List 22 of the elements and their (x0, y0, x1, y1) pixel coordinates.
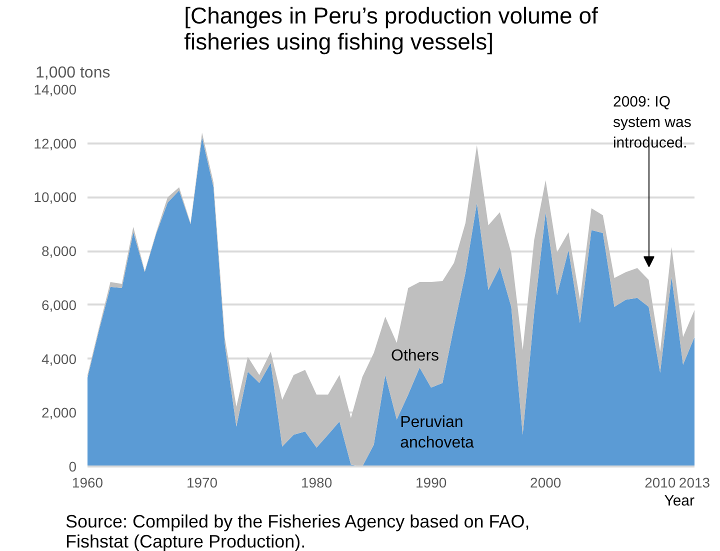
y-tick-label: 14,000 (34, 82, 77, 98)
y-axis-title: 1,000 tons (36, 64, 110, 82)
x-tick-label: 1960 (72, 474, 104, 490)
source-note: Source: Compiled by the Fisheries Agency based on FAO, Fishstat (Capture Production). (66, 512, 530, 551)
x-tick-label: 1990 (416, 474, 447, 490)
y-tick-label: 4,000 (41, 350, 77, 367)
y-tick-label: 10,000 (34, 189, 77, 206)
y-tick-label: 2,000 (41, 404, 77, 421)
x-tick-label: 1980 (300, 474, 332, 490)
chart-title: [Changes in Peru’s production volume of fisheries using fishing vessels] (184, 2, 599, 54)
y-tick-label: 0 (68, 458, 77, 474)
x-tick-label: 2010 (644, 474, 676, 490)
x-tick-label: 2013 (678, 474, 710, 490)
x-axis-title: Year (664, 492, 695, 510)
y-tick-label: 8,000 (41, 243, 77, 260)
y-tick-label: 6,000 (41, 296, 77, 313)
annotation: 2009: IQ system was introduced. (612, 94, 692, 152)
y-tick-label: 12,000 (34, 135, 77, 152)
x-tick-label: 2000 (530, 474, 562, 490)
series-label: Others (391, 348, 440, 365)
x-tick-label: 1970 (186, 474, 218, 490)
series-label: Peruvian anchoveta (400, 414, 474, 452)
